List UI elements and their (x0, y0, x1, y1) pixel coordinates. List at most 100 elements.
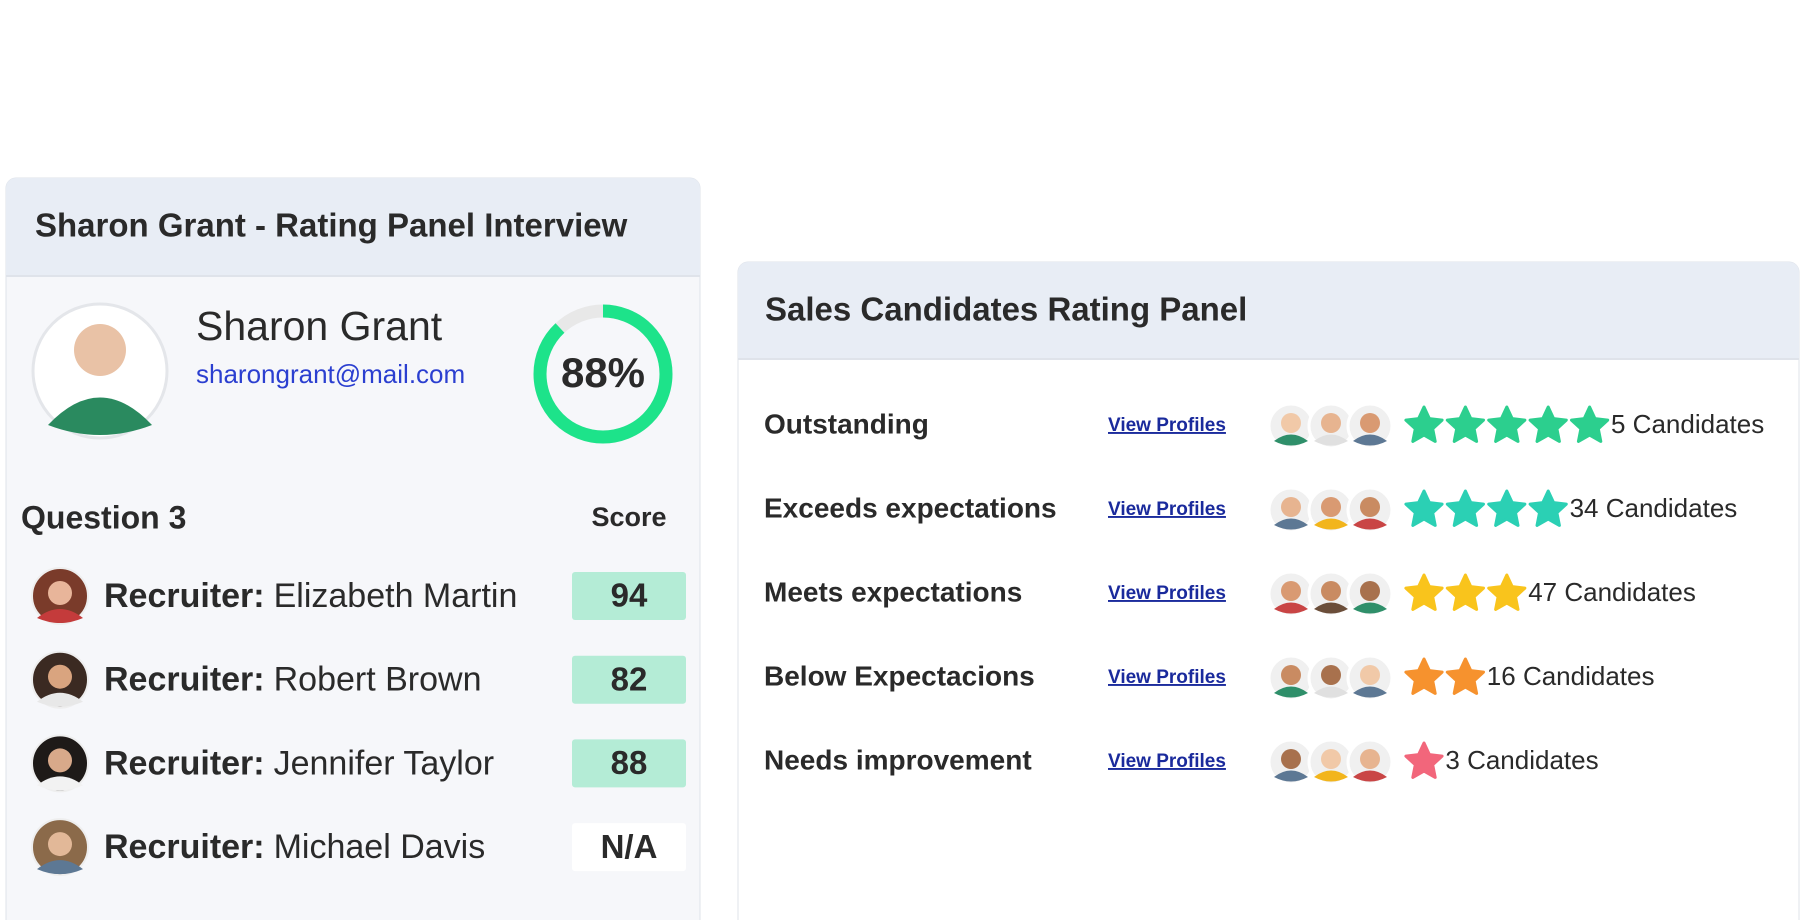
panel-title: Sharon Grant - Rating Panel Interview (35, 207, 628, 244)
candidate-count: 16 Candidates (1487, 661, 1655, 691)
score-header: Score (591, 502, 666, 532)
avatar-face (1360, 749, 1380, 769)
avatar-body (1314, 602, 1348, 614)
recruiter-role: Recruiter: (104, 744, 265, 782)
panel-title: Sales Candidates Rating Panel (765, 291, 1247, 328)
avatar-body (1274, 686, 1308, 698)
avatar-face (1360, 665, 1380, 685)
star (1404, 489, 1444, 527)
view-profiles-link[interactable]: View Profiles (1108, 667, 1226, 688)
recruiter-name: Recruiter: Elizabeth Martin (104, 577, 517, 615)
question-label: Question 3 (21, 499, 186, 535)
score-value: 94 (611, 577, 648, 614)
score-box (572, 572, 686, 620)
rating-label: Needs improvement (764, 744, 1032, 775)
view-profiles-link[interactable]: View Profiles (1108, 751, 1226, 772)
avatar-face (1281, 413, 1301, 433)
avatar-body (1274, 518, 1308, 530)
view-profiles-link[interactable]: View Profiles (1108, 583, 1226, 604)
avatar-body (1353, 602, 1387, 614)
avatar-body (1314, 686, 1348, 698)
right-header (738, 262, 1799, 359)
ring-label: 88% (561, 349, 645, 396)
ring-progress (533, 304, 673, 444)
avatar-body (1274, 770, 1308, 782)
profile-name: Sharon Grant (196, 303, 443, 349)
avatar-face (1360, 581, 1380, 601)
star (1528, 405, 1568, 443)
recruiter-name-text: Elizabeth Martin (274, 577, 518, 615)
avatar-body (1353, 686, 1387, 698)
avatar-face (1321, 749, 1341, 769)
star (1445, 489, 1485, 527)
avatar-face (1281, 665, 1301, 685)
score-value: N/A (601, 828, 658, 865)
star (1445, 573, 1485, 611)
recruiter-role: Recruiter: (104, 577, 265, 615)
star (1404, 573, 1444, 611)
left-header (6, 178, 700, 276)
recruiter-name-text: Michael Davis (274, 828, 486, 866)
star (1404, 657, 1444, 695)
left-panel (5, 177, 701, 920)
star (1404, 741, 1444, 779)
score-value: 82 (611, 660, 648, 697)
avatar-body (1314, 434, 1348, 446)
star (1487, 489, 1527, 527)
view-profiles-link[interactable]: View Profiles (1108, 499, 1226, 520)
avatar-body (1314, 770, 1348, 782)
avatar-face (1321, 413, 1341, 433)
avatar-face (48, 748, 72, 773)
profile-email[interactable]: sharongrant@mail.com (196, 359, 465, 389)
score-box (572, 739, 686, 788)
avatar-body (1353, 518, 1387, 530)
score-box (572, 823, 686, 872)
avatar-face (1281, 581, 1301, 601)
star (1404, 405, 1444, 443)
candidate-count: 34 Candidates (1570, 493, 1738, 523)
recruiter-name-text: Jennifer Taylor (274, 744, 495, 782)
avatar-face (1360, 497, 1380, 517)
avatar-body (37, 692, 83, 707)
avatar-body (1353, 770, 1387, 782)
recruiter-role: Recruiter: (104, 661, 265, 699)
candidate-count: 3 Candidates (1445, 745, 1598, 775)
recruiter-role: Recruiter: (104, 828, 265, 866)
score-value: 88 (611, 744, 648, 781)
avatar-body (1274, 602, 1308, 614)
candidate-count: 47 Candidates (1528, 577, 1696, 607)
avatar-face (74, 324, 126, 376)
view-profiles-link[interactable]: View Profiles (1108, 415, 1226, 436)
recruiter-name: Recruiter: Robert Brown (104, 661, 481, 699)
candidate-count: 5 Candidates (1611, 409, 1764, 439)
rating-label: Outstanding (764, 408, 929, 439)
recruiter-name: Recruiter: Jennifer Taylor (104, 744, 494, 782)
rating-label: Meets expectations (764, 576, 1022, 607)
avatar-body (37, 776, 83, 791)
rating-label: Below Expectacions (764, 660, 1035, 691)
star (1487, 573, 1527, 611)
star (1445, 657, 1485, 695)
avatar-face (1281, 749, 1301, 769)
avatar-body (1353, 434, 1387, 446)
avatar-face (1281, 497, 1301, 517)
avatar-body (1274, 434, 1308, 446)
avatar-body (48, 397, 152, 435)
rating-label: Exceeds expectations (764, 492, 1057, 523)
avatar-body (37, 609, 83, 623)
avatar-face (1321, 497, 1341, 517)
star (1570, 405, 1610, 443)
avatar-face (1360, 413, 1380, 433)
avatar-face (1321, 665, 1341, 685)
avatar-body (37, 860, 83, 875)
avatar-face (48, 832, 72, 857)
recruiter-name-text: Robert Brown (274, 661, 482, 699)
avatar-body (1314, 518, 1348, 530)
star (1445, 405, 1485, 443)
avatar-face (48, 664, 72, 689)
avatar-face (48, 581, 72, 605)
score-box (572, 655, 686, 704)
recruiter-name: Recruiter: Michael Davis (104, 828, 485, 866)
